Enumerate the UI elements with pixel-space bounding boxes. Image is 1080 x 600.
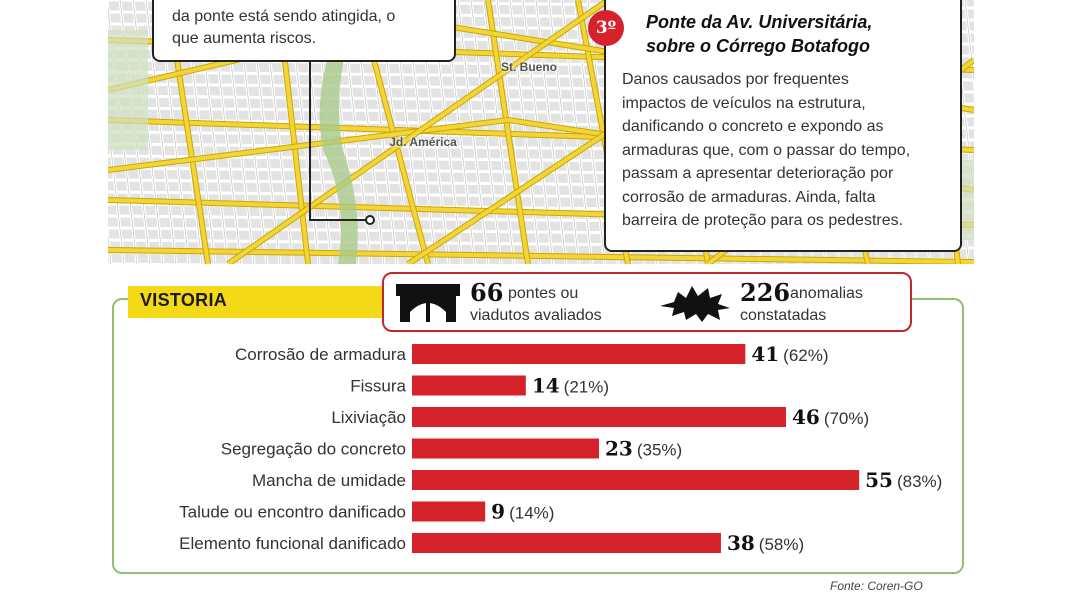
anomalies-count: 226 (740, 278, 791, 307)
data-label: 46 (70%) (792, 405, 869, 429)
bar (412, 501, 486, 522)
source-note: Fonte: Coren-GO (830, 579, 923, 593)
map-label-st-bueno: St. Bueno (501, 60, 557, 74)
map-label-jd-america-text: Jd. América (389, 135, 457, 149)
callout-body-line: barreira de proteção para os pedestres. (622, 212, 904, 229)
callout-body-line: impactos de veículos na estrutura, (622, 94, 866, 112)
callout-left-line-1: da ponte está sendo atingida, o (172, 8, 396, 25)
callout-body-line: corrosão de armaduras. Ainda, falta (622, 188, 876, 206)
category-label: Talude ou encontro danificado (179, 503, 406, 522)
category-label: Fissura (350, 377, 406, 396)
callout-body-line: Danos causados por frequentes (622, 71, 849, 88)
category-label: Segregação do concreto (221, 440, 406, 459)
callout-left-line-2: que aumenta riscos. (172, 30, 317, 47)
bridge-icon (396, 284, 460, 322)
callout-title-line-2: sobre o Córrego Botafogo (646, 36, 870, 56)
category-label: Elemento funcional danificado (179, 534, 406, 553)
category-label: Lixiviação (331, 408, 406, 427)
callout-bridge-left: da ponte está sendo atingida, o que aume… (152, 0, 456, 62)
callout-title-line-1: Ponte da Av. Universitária, (646, 12, 873, 32)
callout-body-line: passam a apresentar deterioração por (622, 165, 894, 182)
callout-bridge-3: Ponte da Av. Universitária, sobre o Córr… (604, 0, 962, 252)
bar (412, 438, 599, 459)
data-label: 38 (58%) (727, 531, 804, 555)
bridges-count: 66 (470, 278, 504, 307)
anomalies-text-1: anomalias (790, 285, 863, 302)
category-label: Corrosão de armadura (235, 345, 407, 364)
callout-body: Danos causados por frequentes impactos d… (622, 68, 946, 233)
summary-box: 66 pontes ou viadutos avaliados 226 anom… (382, 272, 912, 332)
bridges-text-2: viadutos avaliados (470, 307, 602, 324)
data-label: 41 (62%) (751, 342, 828, 366)
crack-icon (660, 286, 730, 322)
section-title: VISTORIA (128, 286, 418, 318)
rank-badge: 3º (588, 10, 624, 46)
bar (412, 533, 721, 553)
data-label: 9 (14%) (491, 500, 554, 524)
data-label: 55 (83%) (865, 468, 942, 492)
category-label: Mancha de umidade (252, 471, 406, 490)
data-label: 14 (21%) (532, 374, 609, 398)
callout-body-line: danificando o concreto e expondo as (622, 118, 884, 135)
data-label: 23 (35%) (605, 437, 682, 461)
anomalies-text-2: constatadas (740, 307, 827, 324)
bridges-text-1: pontes ou (508, 285, 579, 302)
callout-title: Ponte da Av. Universitária, sobre o Córr… (646, 10, 946, 58)
bar (412, 470, 860, 490)
bar (412, 407, 786, 427)
bar (412, 344, 746, 364)
callout-body-line: armaduras que, com o passar do tempo, (622, 141, 911, 159)
map-label-jd-america: Jd. América (388, 136, 458, 149)
bar (412, 375, 526, 396)
